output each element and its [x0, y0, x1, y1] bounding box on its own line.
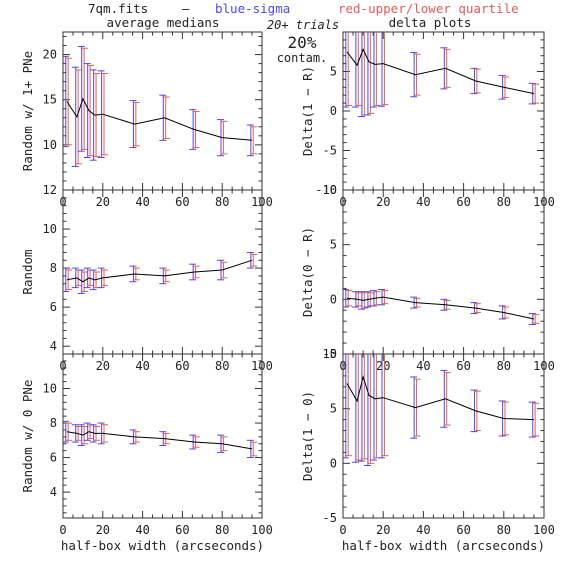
y-tick-label: 12	[43, 183, 57, 197]
y-tick-label: -5	[323, 144, 337, 158]
x-axis-label: half-box width (arcseconds)	[342, 538, 545, 553]
x-tick-label: 80	[497, 359, 511, 373]
median-line	[346, 296, 535, 320]
y-tick-label: 6	[50, 451, 57, 465]
y-tick-label: 10	[43, 382, 57, 396]
error-bars	[343, 288, 540, 325]
plot-frame	[62, 31, 263, 191]
y-tick-label: 5	[330, 402, 337, 416]
y-tick-label: 8	[50, 261, 57, 275]
y-tick-label: 5	[330, 238, 337, 252]
x-tick-label: 20	[376, 359, 390, 373]
x-tick-label: 80	[215, 359, 229, 373]
x-tick-label: 40	[416, 195, 430, 209]
y-tick-label: 6	[50, 300, 57, 314]
x-tick-label: 40	[135, 195, 149, 209]
y-tick-label: 10	[323, 347, 337, 361]
panel-title-left: average medians	[107, 15, 220, 30]
plot-frame	[342, 31, 545, 191]
y-tick-label: 10	[323, 183, 337, 197]
x-tick-label: 80	[497, 523, 511, 537]
y-tick-label: 4	[50, 339, 57, 353]
x-tick-label: 80	[215, 195, 229, 209]
y-axis-label: Delta(1 − 0)	[300, 391, 315, 481]
x-tick-label: 80	[497, 195, 511, 209]
x-tick-label: 60	[175, 523, 189, 537]
y-tick-label: 10	[43, 138, 57, 152]
y-axis-label: Delta(1 − R)	[300, 66, 315, 156]
x-tick-label: 20	[96, 523, 110, 537]
x-tick-label: 40	[135, 359, 149, 373]
median-line	[66, 431, 253, 450]
trials-label: 20+ trials	[267, 18, 339, 32]
plot-frame	[62, 189, 263, 355]
contamination-label: contam.	[277, 51, 328, 65]
panel-title-right: delta plots	[389, 15, 472, 30]
x-tick-label: 20	[376, 523, 390, 537]
x-tick-label: 40	[416, 523, 430, 537]
y-tick-label: -5	[323, 347, 337, 361]
y-tick-label: 8	[50, 416, 57, 430]
median-line	[346, 48, 535, 95]
x-tick-label: 60	[456, 523, 470, 537]
error-bars	[63, 251, 258, 294]
plot-frame	[342, 353, 545, 519]
y-tick-label: -10	[315, 183, 337, 197]
plot-frame	[342, 189, 545, 355]
contamination-percent: 20%	[288, 33, 317, 52]
error-bars	[343, 32, 540, 118]
y-tick-label: 0	[330, 456, 337, 470]
x-tick-label: 0	[59, 523, 66, 537]
y-tick-label: 4	[50, 485, 57, 499]
y-tick-label: -5	[323, 511, 337, 525]
median-line	[66, 97, 253, 141]
y-tick-label: 20	[43, 48, 57, 62]
y-tick-label: 0	[330, 292, 337, 306]
y-axis-label: Random	[20, 249, 35, 294]
x-tick-label: 60	[175, 359, 189, 373]
y-tick-label: 10	[43, 222, 57, 236]
header-dash: –	[182, 1, 190, 16]
x-tick-label: 60	[456, 195, 470, 209]
panel-middle-right	[342, 189, 545, 355]
x-tick-label: 60	[175, 195, 189, 209]
y-axis-label: Random w/ 0 PNe	[20, 380, 35, 493]
error-bars	[343, 354, 540, 467]
plot-frame	[62, 353, 263, 519]
header-blue-label: blue-sigma	[215, 1, 290, 16]
x-tick-label: 20	[96, 195, 110, 209]
x-tick-label: 20	[96, 359, 110, 373]
y-axis-label: Delta(0 − R)	[300, 227, 315, 317]
y-tick-label: 15	[43, 93, 57, 107]
header-red-label: red-upper/lower quartile	[338, 1, 519, 16]
y-axis-label: Random w/ 1+ PNe	[20, 51, 35, 171]
median-line	[346, 375, 535, 421]
y-tick-label: 5	[330, 65, 337, 79]
x-tick-label: 20	[376, 195, 390, 209]
x-tick-label: 40	[135, 523, 149, 537]
median-line	[66, 259, 253, 283]
x-tick-label: 40	[416, 359, 430, 373]
x-tick-label: 60	[456, 359, 470, 373]
error-bars	[63, 420, 258, 459]
y-tick-label: 0	[330, 104, 337, 118]
panel-top-right	[342, 31, 545, 191]
header-file: 7qm.fits	[88, 1, 148, 16]
x-tick-label: 100	[251, 523, 273, 537]
x-tick-label: 100	[533, 523, 555, 537]
panel-top-left	[62, 31, 263, 191]
panel-middle-left	[62, 189, 263, 355]
panel-bottom-left	[62, 353, 263, 519]
x-tick-label: 80	[215, 523, 229, 537]
x-axis-label: half-box width (arcseconds)	[61, 538, 264, 553]
x-tick-label: 0	[339, 523, 346, 537]
panel-bottom-right	[342, 353, 545, 519]
error-bars	[63, 45, 258, 168]
